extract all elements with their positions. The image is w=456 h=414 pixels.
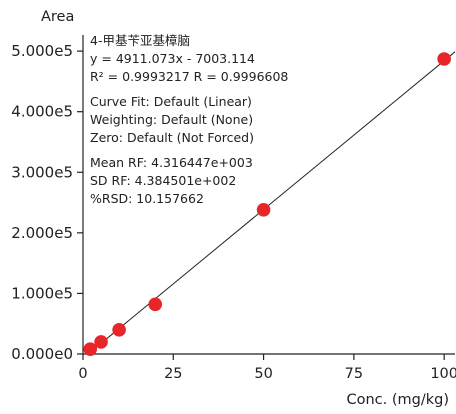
data-point	[256, 203, 271, 217]
annotation-line: y = 4911.073x - 7003.114	[90, 51, 255, 66]
annotation-line: Mean RF: 4.316447e+003	[90, 155, 253, 170]
y-tick-label: 0.000e0	[11, 345, 73, 363]
annotation-line: R² = 0.9993217 R = 0.9996608	[90, 69, 288, 84]
annotation-line: %RSD: 10.157662	[90, 191, 204, 206]
y-tick-label: 4.000e5	[11, 103, 73, 121]
y-tick-label: 5.000e5	[11, 42, 73, 60]
annotation-line: SD RF: 4.384501e+002	[90, 173, 236, 188]
x-tick-label: 75	[345, 366, 363, 382]
data-point	[112, 322, 126, 337]
annotation-line: Weighting: Default (None)	[90, 112, 253, 127]
data-point	[83, 342, 98, 356]
data-point	[437, 52, 451, 66]
x-tick-label: 25	[164, 366, 182, 382]
data-point	[94, 335, 108, 349]
y-axis-title: Area	[41, 9, 74, 25]
data-point	[148, 297, 163, 312]
y-tick-label: 2.000e5	[11, 224, 73, 242]
x-tick-label: 0	[78, 366, 87, 382]
y-tick-label: 1.000e5	[11, 284, 73, 302]
x-tick-label: 100	[430, 366, 456, 382]
x-axis-title: Conc. (mg/kg)	[346, 392, 449, 408]
annotation-line: Zero: Default (Not Forced)	[90, 130, 254, 145]
x-tick-label: 50	[254, 366, 272, 382]
annotation-line: Curve Fit: Default (Linear)	[90, 94, 252, 109]
annotation-line: 4-甲基苄亚基樟脑	[90, 33, 190, 48]
y-tick-label: 3.000e5	[11, 163, 73, 181]
